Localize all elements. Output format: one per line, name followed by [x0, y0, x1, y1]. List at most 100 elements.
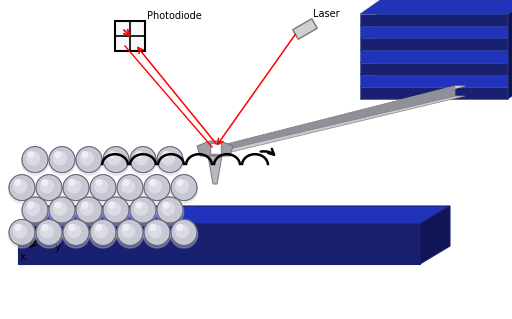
Circle shape: [148, 224, 162, 238]
Circle shape: [162, 201, 169, 209]
Polygon shape: [293, 19, 317, 39]
Polygon shape: [18, 224, 420, 264]
Circle shape: [144, 219, 170, 245]
Polygon shape: [360, 26, 508, 38]
Circle shape: [170, 176, 198, 203]
Circle shape: [171, 219, 197, 245]
Polygon shape: [208, 156, 222, 184]
Circle shape: [175, 224, 189, 238]
Circle shape: [161, 202, 175, 216]
Circle shape: [134, 151, 148, 166]
Circle shape: [122, 224, 130, 231]
Circle shape: [108, 201, 116, 209]
Circle shape: [102, 148, 130, 175]
Bar: [115, 21, 145, 51]
Circle shape: [35, 221, 62, 248]
Polygon shape: [207, 86, 455, 154]
Polygon shape: [360, 24, 512, 38]
Circle shape: [41, 179, 49, 186]
Circle shape: [102, 198, 130, 226]
Circle shape: [143, 221, 170, 248]
Circle shape: [76, 197, 102, 223]
Circle shape: [157, 147, 183, 173]
Circle shape: [54, 151, 61, 158]
Circle shape: [62, 221, 90, 248]
Circle shape: [176, 179, 183, 186]
Circle shape: [36, 219, 62, 245]
Circle shape: [144, 174, 170, 201]
Circle shape: [116, 176, 144, 203]
Circle shape: [156, 148, 184, 175]
Circle shape: [63, 174, 89, 201]
Circle shape: [135, 201, 142, 209]
Circle shape: [156, 198, 184, 226]
Circle shape: [90, 174, 116, 201]
Polygon shape: [360, 12, 512, 26]
Polygon shape: [360, 14, 508, 26]
Text: y: y: [55, 242, 61, 252]
Circle shape: [94, 224, 108, 238]
Circle shape: [95, 224, 102, 231]
Circle shape: [63, 219, 89, 245]
Polygon shape: [207, 96, 465, 154]
Circle shape: [143, 176, 170, 203]
Circle shape: [130, 198, 157, 226]
Circle shape: [22, 147, 48, 173]
Circle shape: [81, 151, 89, 158]
Text: z: z: [31, 212, 36, 222]
Circle shape: [8, 176, 36, 203]
Circle shape: [67, 224, 81, 238]
Circle shape: [107, 151, 121, 166]
Circle shape: [116, 221, 144, 248]
Circle shape: [48, 198, 76, 226]
Circle shape: [130, 147, 156, 173]
Circle shape: [117, 219, 143, 245]
Circle shape: [22, 197, 48, 223]
Circle shape: [149, 179, 157, 186]
Circle shape: [135, 151, 142, 158]
Circle shape: [27, 151, 34, 158]
Circle shape: [107, 202, 121, 216]
Polygon shape: [18, 206, 450, 224]
Circle shape: [68, 179, 75, 186]
Circle shape: [68, 224, 75, 231]
Circle shape: [14, 224, 22, 231]
Circle shape: [53, 151, 67, 166]
Circle shape: [22, 198, 49, 226]
Polygon shape: [207, 86, 465, 149]
Circle shape: [103, 197, 129, 223]
Text: Photodiode: Photodiode: [147, 11, 202, 21]
Circle shape: [161, 151, 175, 166]
Circle shape: [130, 197, 156, 223]
Text: x: x: [20, 252, 26, 262]
Circle shape: [26, 202, 40, 216]
Polygon shape: [360, 36, 512, 50]
Circle shape: [62, 176, 90, 203]
Circle shape: [175, 179, 189, 193]
Circle shape: [90, 176, 117, 203]
Polygon shape: [360, 73, 512, 87]
Circle shape: [53, 202, 67, 216]
Circle shape: [49, 147, 75, 173]
Circle shape: [134, 202, 148, 216]
Circle shape: [103, 147, 129, 173]
Circle shape: [35, 176, 62, 203]
Circle shape: [9, 174, 35, 201]
Circle shape: [162, 151, 169, 158]
Circle shape: [26, 151, 40, 166]
Polygon shape: [197, 141, 233, 156]
Circle shape: [149, 224, 157, 231]
Circle shape: [171, 174, 197, 201]
Circle shape: [130, 148, 157, 175]
Polygon shape: [360, 38, 508, 50]
Circle shape: [14, 179, 22, 186]
Polygon shape: [360, 48, 512, 63]
Polygon shape: [420, 206, 450, 264]
Circle shape: [13, 224, 27, 238]
Circle shape: [148, 179, 162, 193]
Circle shape: [36, 174, 62, 201]
Polygon shape: [360, 0, 512, 14]
Circle shape: [81, 201, 89, 209]
Circle shape: [8, 221, 36, 248]
Polygon shape: [360, 75, 508, 87]
